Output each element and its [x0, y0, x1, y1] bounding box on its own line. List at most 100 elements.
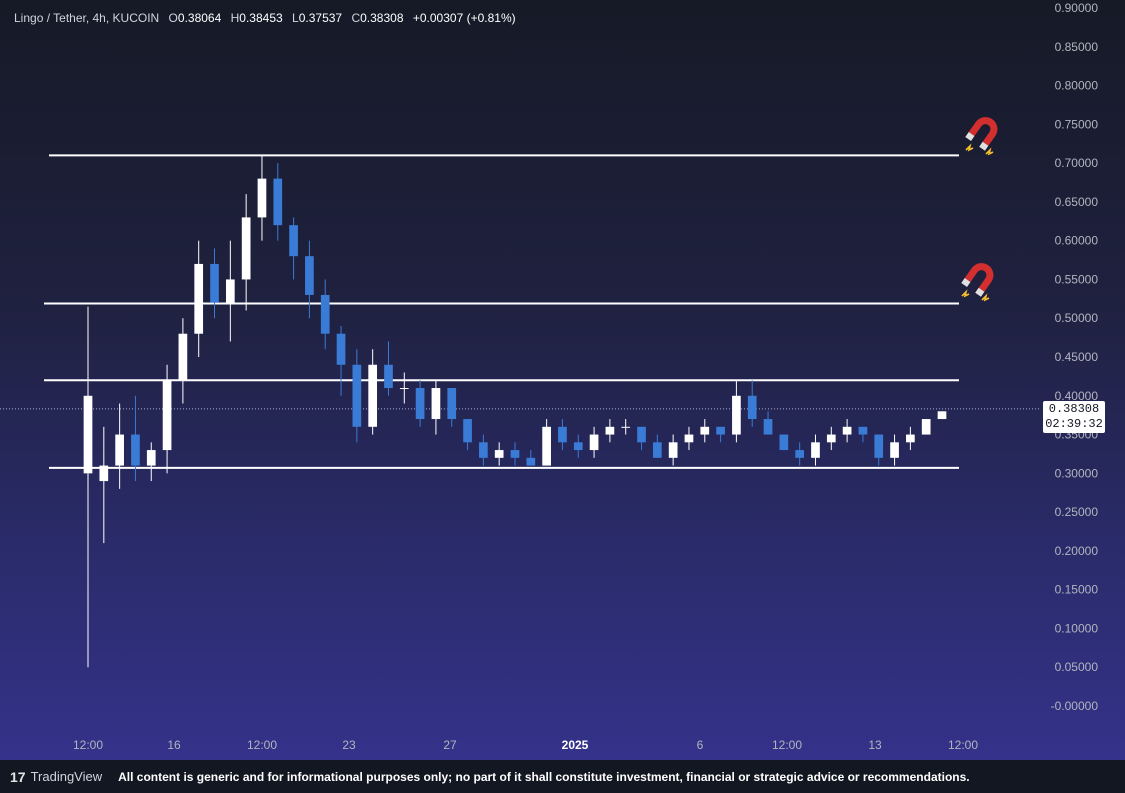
disclaimer-text: All content is generic and for informati…	[118, 769, 970, 784]
x-tick-label: 13	[868, 738, 882, 752]
magnet-icon	[965, 117, 998, 156]
candles	[83, 155, 947, 668]
candle-body	[289, 225, 298, 257]
y-tick-label: 0.75000	[1055, 117, 1099, 131]
y-tick-label: -0.00000	[1051, 699, 1099, 713]
candle-body	[874, 434, 884, 458]
candle-body	[194, 263, 204, 334]
close-label: C	[351, 11, 361, 25]
candle-body	[526, 457, 536, 466]
candle-body	[716, 426, 725, 435]
candle-body	[241, 217, 251, 280]
magnet-icon	[961, 263, 994, 302]
x-tick-label: 12:00	[948, 738, 978, 752]
y-tick-label: 0.45000	[1055, 350, 1099, 364]
y-tick-label: 0.70000	[1055, 156, 1099, 170]
candle-body	[162, 380, 172, 451]
y-tick-label: 0.50000	[1055, 311, 1099, 325]
x-tick-label: 6	[697, 738, 704, 752]
candle-body	[146, 450, 156, 466]
candle-body	[890, 442, 899, 458]
candle-body	[700, 426, 710, 435]
candle-body	[352, 364, 362, 427]
candle-body	[668, 442, 678, 458]
tradingview-brand: TradingView	[30, 769, 103, 784]
candle-body	[305, 256, 314, 295]
candle-countdown: 02:39:32	[1045, 417, 1103, 431]
candle-body	[99, 465, 109, 482]
y-tick-label: 0.85000	[1055, 40, 1099, 54]
candle-body	[811, 442, 820, 458]
candle-body	[684, 434, 694, 443]
low-label: L	[292, 11, 299, 25]
candle-body	[510, 450, 520, 458]
candle-body	[779, 434, 789, 451]
y-tick-label: 0.05000	[1055, 660, 1099, 674]
candle-body	[225, 279, 235, 303]
candlestick-chart[interactable]: 0.90000 0.85000 0.80000 0.75000 0.70000 0.650…	[0, 0, 1125, 760]
candle-body	[320, 294, 330, 334]
candle-body	[937, 411, 947, 420]
candle-body	[431, 388, 441, 420]
candle-body	[83, 395, 93, 474]
candle-body	[573, 442, 583, 451]
x-tick-label: 12:00	[772, 738, 802, 752]
open-label: O	[168, 11, 178, 25]
horizontal-levels	[44, 154, 959, 469]
high-value: 0.38453	[239, 11, 283, 25]
y-tick-label: 0.55000	[1055, 272, 1099, 286]
candle-body	[906, 434, 915, 443]
x-tick-label: 23	[342, 738, 356, 752]
candle-body	[826, 434, 836, 443]
y-tick-label: 0.30000	[1055, 466, 1099, 480]
candle-body	[368, 364, 378, 427]
candle-body	[131, 434, 140, 466]
candle-body	[589, 434, 599, 451]
y-tick-label: 0.15000	[1055, 583, 1099, 597]
candle-body	[384, 364, 393, 389]
candle-body	[621, 426, 631, 428]
candle-body	[415, 388, 425, 420]
y-tick-label: 0.90000	[1055, 1, 1099, 15]
candle-body	[842, 426, 852, 435]
candle-body	[858, 426, 868, 435]
tradingview-logo[interactable]: 17 TradingView	[10, 769, 102, 785]
candle-body	[605, 426, 615, 435]
candle-body	[447, 388, 457, 420]
low-value: 0.37537	[298, 11, 343, 25]
current-price-value: 0.38308	[1048, 402, 1100, 416]
candle-body	[542, 426, 551, 466]
close-value: 0.38308	[360, 11, 404, 25]
footer-bar: 17 TradingView All content is generic an…	[0, 760, 1125, 793]
candle-body	[210, 263, 219, 303]
candle-body	[479, 442, 488, 458]
y-tick-label: 0.65000	[1055, 195, 1099, 209]
x-tick-label: 16	[167, 738, 181, 752]
high-label: H	[230, 11, 240, 25]
y-axis[interactable]: 0.90000 0.85000 0.80000 0.75000 0.70000 0.650…	[1051, 1, 1099, 713]
symbol-title: Lingo / Tether, 4h, KUCOIN	[14, 11, 160, 25]
candle-body	[115, 434, 124, 466]
candle-body	[921, 419, 931, 435]
x-tick-label: 12:00	[247, 738, 277, 752]
candle-body	[257, 178, 267, 218]
candle-body	[637, 426, 646, 443]
candle-body	[795, 450, 805, 458]
x-axis[interactable]: 12:00 16 12:00 23 27 2025 6 12:00 13 12:00	[73, 738, 978, 752]
y-tick-label: 0.25000	[1055, 505, 1099, 519]
x-tick-label: 27	[443, 738, 457, 752]
candle-body	[336, 333, 346, 365]
tradingview-icon: 17	[10, 768, 26, 785]
candle-body	[763, 419, 773, 435]
change-value: +0.00307 (+0.81%)	[412, 11, 516, 25]
candle-body	[494, 450, 504, 458]
candle-body	[747, 395, 757, 420]
symbol-legend: Lingo / Tether, 4h, KUCOIN O0.38064 H0.3…	[14, 11, 516, 25]
y-tick-label: 0.20000	[1055, 544, 1099, 558]
y-tick-label: 0.60000	[1055, 234, 1099, 248]
y-tick-label: 0.40000	[1055, 389, 1099, 403]
candle-body	[178, 333, 188, 381]
candle-body	[273, 178, 283, 226]
current-price-tag: 0.38308 02:39:32	[1043, 401, 1105, 433]
